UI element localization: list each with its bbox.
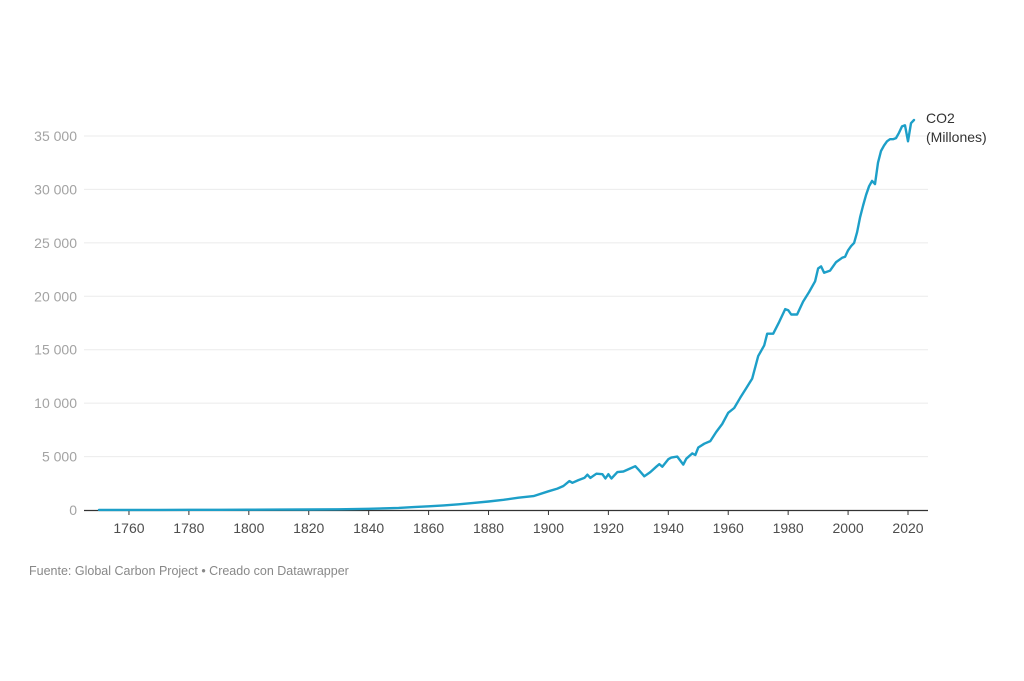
x-tick-label: 1800 — [233, 520, 264, 536]
x-tick-label: 2020 — [892, 520, 923, 536]
x-tick-label: 1880 — [473, 520, 504, 536]
y-tick-label: 25 000 — [34, 235, 77, 251]
x-tick-label: 1860 — [413, 520, 444, 536]
y-tick-label: 35 000 — [34, 128, 77, 144]
source-credit: Fuente: Global Carbon Project • Creado c… — [29, 564, 349, 578]
x-tick-label: 1940 — [653, 520, 684, 536]
x-tick-label: 1820 — [293, 520, 324, 536]
x-tick-label: 1920 — [593, 520, 624, 536]
x-tick-label: 1780 — [173, 520, 204, 536]
y-tick-label: 10 000 — [34, 395, 77, 411]
series-label: CO2 (Millones) — [926, 110, 987, 145]
x-tick-label: 1900 — [533, 520, 564, 536]
y-axis: 0 5 000 10 000 15 000 20 000 25 000 30 000 35 0… — [34, 128, 77, 518]
x-tick-label: 1980 — [773, 520, 804, 536]
y-tick-label: 5 000 — [42, 449, 77, 465]
grid-lines — [84, 135, 928, 458]
x-tick-label: 1960 — [713, 520, 744, 536]
series-layer — [97, 118, 916, 512]
y-tick-label: 0 — [69, 502, 77, 518]
y-tick-label: 30 000 — [34, 181, 77, 197]
x-tick-label: 2000 — [833, 520, 864, 536]
co2-series-line — [97, 118, 916, 512]
y-tick-label: 15 000 — [34, 342, 77, 358]
x-tick-label: 1760 — [113, 520, 144, 536]
x-tick-label: 1840 — [353, 520, 384, 536]
y-tick-label: 20 000 — [34, 288, 77, 304]
x-axis: 1760 1780 1800 1820 1840 1860 1880 1900 1920 1940… — [84, 509, 928, 536]
series-label-text: CO2 (Millones) — [926, 110, 987, 145]
